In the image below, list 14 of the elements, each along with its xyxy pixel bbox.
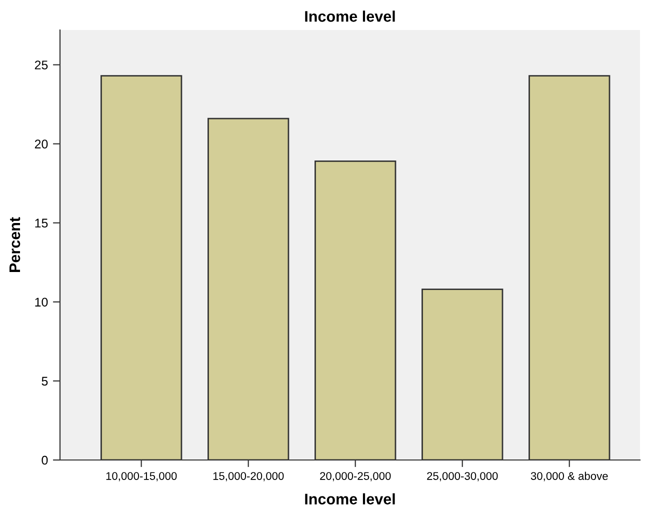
x-axis-title: Income level (305, 493, 395, 504)
x-tick-label: 30,000 & above (530, 472, 608, 482)
y-tick-label: 25 (34, 60, 48, 70)
x-tick-label: 10,000-15,000 (106, 472, 177, 482)
y-tick-label: 5 (42, 376, 48, 386)
y-axis-title: Percent (10, 217, 20, 272)
chart-title: Income level (305, 10, 395, 22)
y-tick-label: 0 (42, 456, 48, 465)
y-tick-label: 15 (35, 218, 48, 228)
x-tick-label: 25,000-30,000 (427, 472, 498, 482)
y-tick-label: 10 (35, 298, 48, 307)
y-tick-label: 20 (34, 140, 48, 148)
x-tick-label: 20,000-25,000 (320, 472, 391, 482)
x-tick-label: 15,000-20,000 (213, 472, 284, 482)
